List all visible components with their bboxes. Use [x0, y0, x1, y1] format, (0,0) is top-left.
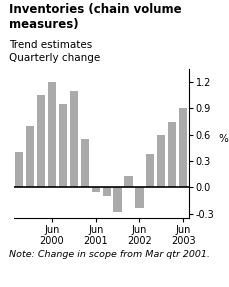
Bar: [69, 91, 78, 187]
Bar: [59, 104, 67, 187]
Bar: [15, 152, 23, 187]
Bar: [26, 126, 34, 187]
Text: Trend estimates: Trend estimates: [9, 40, 92, 50]
Bar: [37, 95, 45, 187]
Bar: [146, 154, 154, 187]
Bar: [167, 122, 176, 187]
Text: Inventories (chain volume
measures): Inventories (chain volume measures): [9, 3, 181, 31]
Bar: [135, 187, 143, 208]
Bar: [156, 135, 165, 187]
Bar: [80, 139, 89, 187]
Bar: [178, 108, 186, 187]
Bar: [91, 187, 99, 192]
Y-axis label: %: %: [218, 133, 227, 144]
Bar: [48, 82, 56, 187]
Bar: [113, 187, 121, 212]
Bar: [124, 176, 132, 187]
Bar: [102, 187, 110, 196]
Text: Note: Change in scope from Mar qtr 2001.: Note: Change in scope from Mar qtr 2001.: [9, 250, 209, 259]
Text: Quarterly change: Quarterly change: [9, 53, 100, 63]
